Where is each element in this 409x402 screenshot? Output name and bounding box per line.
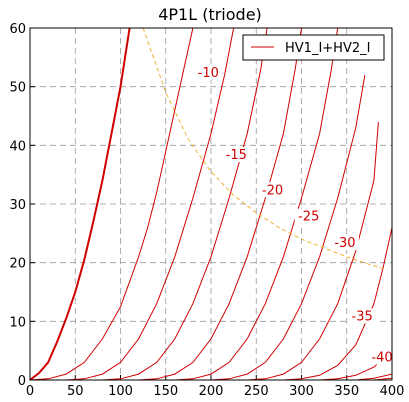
- x-tick-label: 300: [289, 384, 314, 399]
- x-tick-label: 50: [67, 384, 84, 399]
- chart-title: 4P1L (triode): [158, 5, 262, 24]
- curve-labels: -10 -15 -20 -25 -30 -35 -40: [194, 64, 397, 365]
- plate-curve-1: [30, 28, 194, 380]
- plate-curves: [30, 28, 392, 380]
- y-tick-label: 40: [9, 139, 26, 154]
- curve-label: -25: [298, 210, 319, 225]
- x-tick-label: 400: [380, 384, 405, 399]
- plate-curve-8: [283, 227, 392, 380]
- plate-curve-7: [247, 121, 379, 380]
- x-tick-label: 100: [108, 384, 133, 399]
- curve-label: -10: [198, 66, 219, 81]
- x-tick-label: 200: [199, 384, 224, 399]
- curve-label: -35: [352, 309, 373, 324]
- plate-curve-3: [102, 28, 268, 380]
- x-tick-label: 0: [26, 384, 34, 399]
- x-tick-label: 350: [334, 384, 359, 399]
- x-tick-label: 150: [153, 384, 178, 399]
- y-tick-label: 20: [9, 257, 26, 272]
- load-line: [142, 28, 384, 269]
- legend-entry: HV1_I+HV2_I: [285, 41, 370, 56]
- curve-label-bg: [258, 182, 287, 198]
- curve-label-bg: [222, 147, 251, 163]
- plate-curve-10: [355, 373, 392, 380]
- x-tick-label: 250: [244, 384, 269, 399]
- y-tick-label: 60: [9, 22, 26, 37]
- plate-curve-2: [66, 28, 235, 380]
- load-line-path: [142, 28, 384, 269]
- x-axis: 0 50 100 150 200 250 300 350 400: [26, 375, 405, 399]
- legend: HV1_I+HV2_I: [242, 34, 385, 61]
- plot-frame: [29, 27, 393, 381]
- curve-label-bg: [294, 208, 323, 224]
- curve-label-bg: [330, 235, 359, 251]
- y-tick-label: 0: [18, 374, 26, 389]
- curve-label-bg: [348, 308, 377, 324]
- plate-curve-4: [138, 28, 302, 380]
- curve-label: -30: [334, 236, 355, 251]
- y-tick-label: 30: [9, 198, 26, 213]
- curve-label: -40: [371, 350, 392, 365]
- curve-label-bg: [368, 349, 397, 365]
- plate-curve-0: [30, 28, 131, 380]
- curve-label: -15: [226, 148, 247, 163]
- curve-label-bg: [194, 64, 223, 80]
- plate-curve-5: [174, 28, 339, 380]
- plate-curve-6: [210, 74, 366, 380]
- y-tick-label: 10: [9, 315, 26, 330]
- curve-label: -20: [262, 183, 283, 198]
- y-tick-label: 50: [9, 81, 26, 96]
- y-axis: 0 10 20 30 40 50 60: [9, 22, 35, 389]
